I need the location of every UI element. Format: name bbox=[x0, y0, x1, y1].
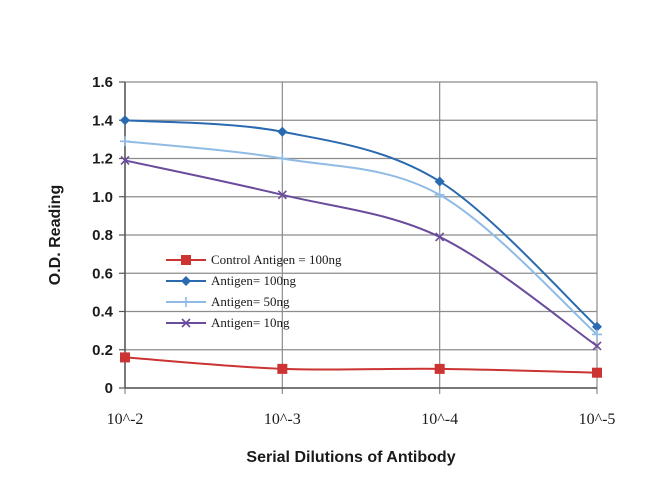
y-tick-labels: 0 0.2 0.4 0.6 0.8 1.0 1.2 1.4 1.6 bbox=[92, 74, 114, 397]
legend-entry: Antigen= 50ng bbox=[166, 294, 290, 309]
y-tick-label: 0.4 bbox=[92, 304, 114, 321]
axes bbox=[124, 82, 597, 389]
data-point bbox=[592, 321, 602, 332]
y-tick-label: 0.6 bbox=[92, 265, 113, 282]
y-axis-title: O.D. Reading bbox=[47, 185, 64, 285]
data-point bbox=[434, 189, 445, 200]
series-line bbox=[124, 159, 598, 347]
data-point bbox=[435, 232, 445, 242]
data-point bbox=[434, 363, 445, 374]
legend-label: Antigen= 10ng bbox=[211, 315, 290, 330]
x-tick-labels: 10^-2 10^-3 10^-4 10^-5 bbox=[107, 411, 616, 428]
legend-label: Antigen= 50ng bbox=[211, 294, 290, 309]
data-point bbox=[277, 190, 287, 200]
data-point bbox=[120, 352, 130, 363]
series-lines bbox=[120, 115, 602, 378]
x-axis-title: Serial Dilutions of Antibody bbox=[246, 449, 455, 466]
legend: Control Antigen = 100ng Antigen= 100ng Ant… bbox=[166, 252, 342, 330]
data-point bbox=[592, 341, 602, 351]
data-point bbox=[434, 176, 445, 187]
legend-marker bbox=[181, 318, 191, 328]
y-tick-label: 0.2 bbox=[92, 342, 113, 359]
legend-label: Antigen= 100ng bbox=[211, 273, 296, 288]
series-2 bbox=[120, 115, 602, 332]
series-line bbox=[124, 119, 598, 328]
y-tick-label: 1.0 bbox=[92, 189, 113, 206]
x-tick-label: 10^-4 bbox=[421, 411, 458, 428]
data-point bbox=[120, 155, 130, 165]
data-point bbox=[277, 153, 288, 164]
data-point bbox=[120, 115, 130, 126]
legend-marker bbox=[181, 255, 191, 265]
legend-entry: Antigen= 10ng bbox=[166, 315, 290, 330]
legend-entry: Control Antigen = 100ng bbox=[166, 252, 342, 267]
series-1 bbox=[120, 352, 602, 378]
data-point bbox=[592, 329, 602, 340]
y-tick-label: 0 bbox=[105, 380, 113, 397]
y-tick-label: 0.8 bbox=[92, 227, 113, 244]
data-point bbox=[120, 136, 130, 147]
data-point bbox=[277, 363, 288, 374]
legend-marker bbox=[181, 276, 191, 286]
legend-entry: Antigen= 100ng bbox=[166, 273, 296, 288]
series-4 bbox=[120, 155, 602, 351]
data-point bbox=[277, 126, 288, 137]
data-point bbox=[592, 367, 602, 378]
y-tick-label: 1.4 bbox=[92, 112, 114, 129]
series-line bbox=[124, 356, 598, 374]
legend-label: Control Antigen = 100ng bbox=[211, 252, 342, 267]
x-tick-label: 10^-5 bbox=[579, 411, 616, 428]
legend-marker bbox=[181, 297, 191, 307]
series-3 bbox=[120, 136, 602, 340]
y-tick-label: 1.2 bbox=[92, 151, 113, 168]
y-tick-label: 1.6 bbox=[92, 74, 113, 91]
series-line bbox=[124, 140, 598, 336]
x-tick-label: 10^-2 bbox=[107, 411, 144, 428]
x-tick-label: 10^-3 bbox=[264, 411, 301, 428]
